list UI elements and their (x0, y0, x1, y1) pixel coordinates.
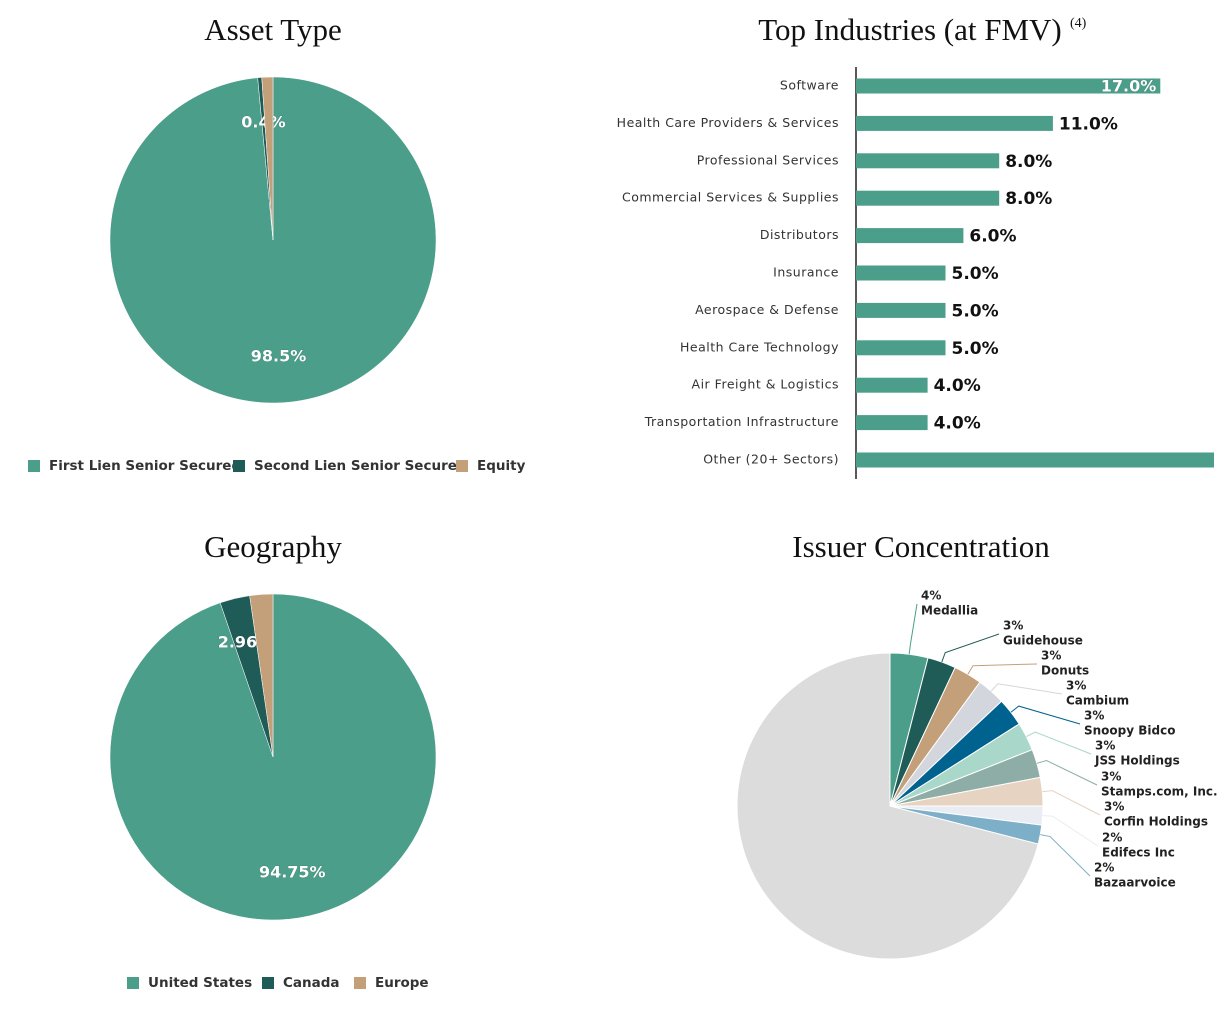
bar (856, 340, 946, 356)
legend-swatch (28, 460, 40, 472)
legend-label: Second Lien Senior Secured (254, 458, 467, 474)
legend-swatch (233, 460, 245, 472)
legend-swatch (456, 460, 468, 472)
data-label: 4.0% (934, 376, 981, 396)
bar (856, 153, 1000, 169)
pie-slice (109, 593, 437, 921)
slice-label: Edifecs Inc (1102, 846, 1175, 860)
leader-line (1042, 815, 1099, 847)
legend-label: First Lien Senior Secured (49, 458, 241, 474)
data-label: 3% (1095, 739, 1115, 753)
bar (856, 415, 928, 431)
legend-swatch (127, 977, 139, 989)
bar (856, 115, 1053, 131)
leader-line (1026, 731, 1092, 755)
category-label: Aerospace & Defense (695, 302, 839, 317)
data-label: 5.0% (952, 339, 999, 359)
data-label: 94.75% (259, 862, 326, 881)
leader-line (1036, 759, 1098, 786)
data-label: 5.0% (952, 264, 999, 284)
pie-slice (249, 593, 274, 758)
data-label: 3% (1041, 649, 1061, 663)
data-label: 2% (1094, 861, 1114, 875)
leader-line (1010, 705, 1081, 725)
category-label: Health Care Technology (680, 339, 839, 354)
slice-label: Donuts (1041, 664, 1089, 678)
title-note: (4) (1070, 16, 1087, 31)
legend-swatch (262, 977, 274, 989)
leader-line (990, 683, 1063, 695)
chart-title: Geography (204, 529, 342, 564)
leader-line (941, 633, 1000, 663)
data-label: 4.0% (934, 414, 981, 434)
category-label: Transportation Infrastructure (644, 414, 839, 429)
data-label: 4% (921, 589, 941, 603)
bar (856, 190, 1000, 206)
leader-line (1042, 790, 1101, 816)
chart-title: Issuer Concentration (792, 529, 1050, 564)
slice-label: Corfin Holdings (1104, 815, 1208, 829)
leader-line (967, 663, 1038, 675)
leader-line (1040, 834, 1091, 877)
chart-title: Asset Type (204, 12, 342, 47)
legend-label: United States (148, 975, 252, 991)
slice-label: Cambium (1066, 694, 1129, 708)
data-label: 11.0% (1059, 114, 1118, 134)
slice-label: JSS Holdings (1094, 754, 1180, 768)
data-label: 0.4% (241, 113, 285, 132)
chart-title: Top Industries (at FMV) (758, 12, 1062, 47)
data-label: 6.0% (969, 227, 1016, 247)
slice-label: Guidehouse (1003, 634, 1083, 648)
category-label: Software (780, 78, 839, 93)
data-label: 98.5% (251, 347, 307, 366)
pie-slice (261, 76, 274, 241)
bar (856, 302, 946, 318)
data-label: 3% (1101, 770, 1121, 784)
legend-label: Europe (375, 975, 429, 991)
data-label: 2% (1102, 831, 1122, 845)
legend-label: Equity (477, 458, 526, 474)
bar (856, 377, 928, 393)
data-label: 8.0% (1005, 152, 1052, 172)
data-label: 3% (1066, 679, 1086, 693)
leader-line (908, 603, 918, 655)
data-label: 8.0% (1005, 189, 1052, 209)
data-label: 3% (1104, 800, 1124, 814)
category-label: Professional Services (697, 152, 839, 167)
legend-swatch (354, 977, 366, 989)
data-label: 17.0% (1101, 77, 1157, 96)
category-label: Insurance (773, 265, 839, 280)
slice-label: Stamps.com, Inc. (1101, 785, 1218, 799)
data-label: 3% (1003, 619, 1023, 633)
category-label: Air Freight & Logistics (692, 377, 839, 392)
pie-slice (736, 652, 1039, 960)
slice-label: Snoopy Bidco (1084, 724, 1175, 738)
bar (856, 78, 1161, 94)
category-label: Commercial Services & Supplies (622, 190, 839, 205)
legend-label: Canada (283, 975, 340, 991)
data-label: 3% (1084, 709, 1104, 723)
bar (856, 452, 1214, 468)
slice-label: Medallia (921, 604, 978, 618)
category-label: Health Care Providers & Services (617, 115, 839, 130)
data-label: 5.0% (952, 301, 999, 321)
bar (856, 228, 964, 244)
slice-label: Bazaarvoice (1094, 876, 1176, 890)
bar (856, 265, 946, 281)
category-label: Distributors (760, 227, 839, 242)
category-label: Other (20+ Sectors) (703, 452, 839, 467)
